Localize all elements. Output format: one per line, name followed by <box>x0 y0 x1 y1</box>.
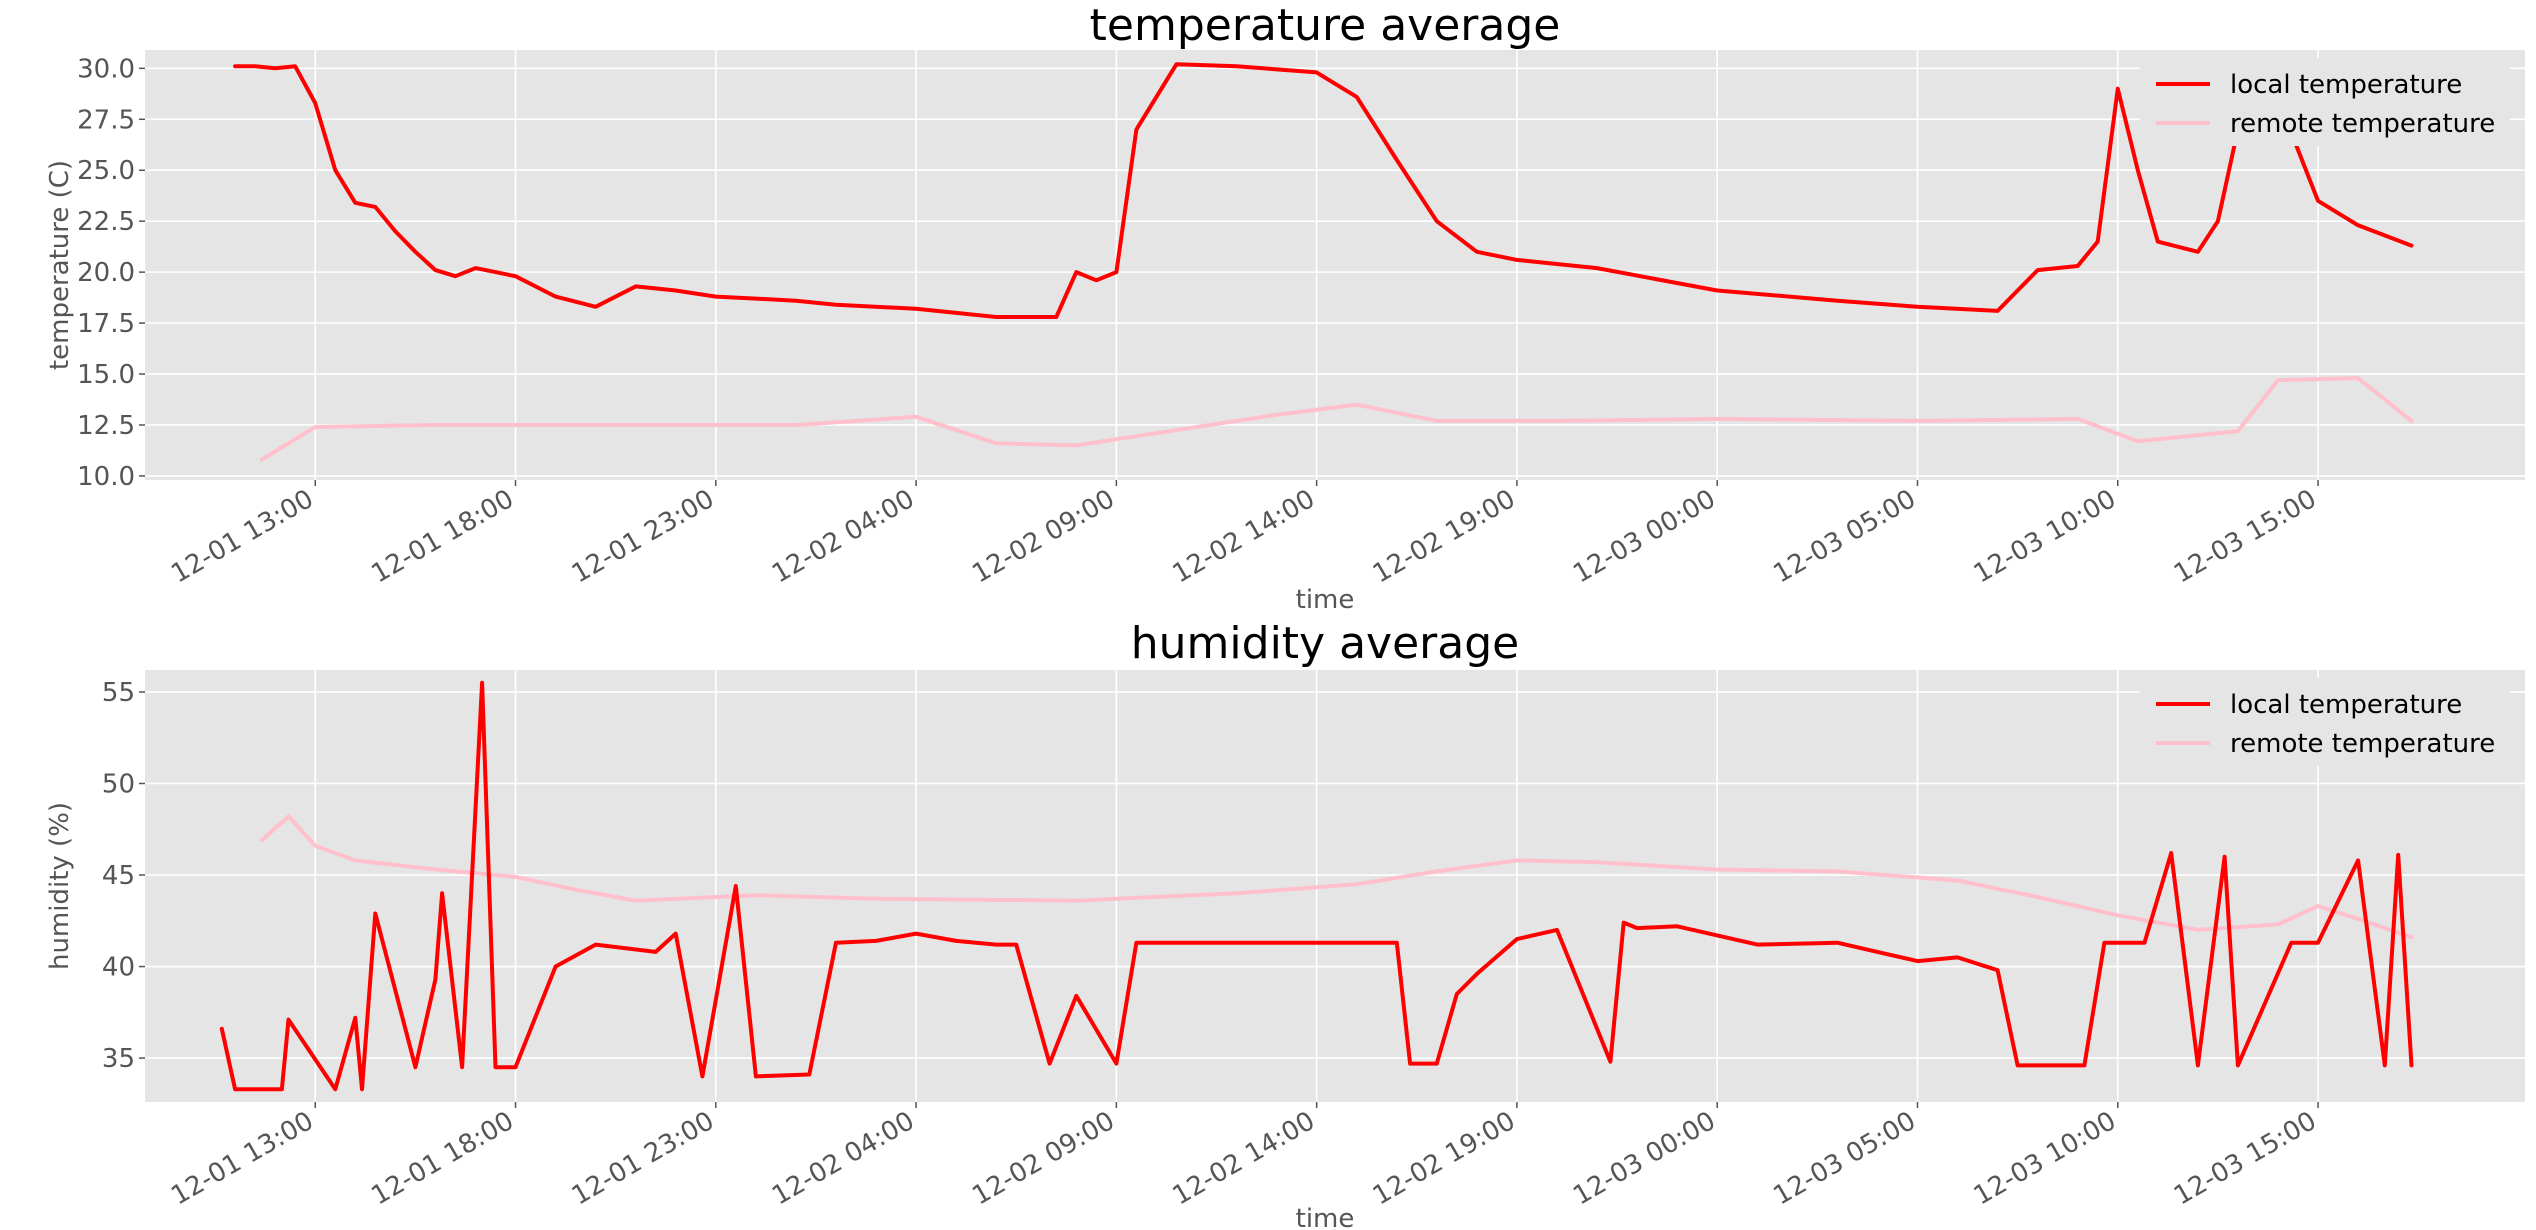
x-tick-label: 12-03 15:00 <box>2169 484 2321 589</box>
y-tick-label: 55 <box>102 678 135 708</box>
y-tick-label: 12.5 <box>77 411 135 441</box>
x-tick-label: 12-03 00:00 <box>1568 484 1720 589</box>
legend: local temperature remote temperature <box>2140 678 2510 766</box>
legend-label: remote temperature <box>2230 729 2495 759</box>
legend: local temperature remote temperature <box>2140 58 2510 146</box>
y-tick-label: 30.0 <box>77 54 135 84</box>
y-tick-label: 15.0 <box>77 360 135 390</box>
x-tick-label: 12-01 18:00 <box>367 1106 519 1211</box>
x-tick-label: 12-01 23:00 <box>567 484 719 589</box>
chart-humidity: 35 40 45 50 55 12-01 13:00 12-01 18:00 12-01 23… <box>45 618 2525 1230</box>
legend-box <box>2140 58 2510 146</box>
series-line-local-temperature <box>233 62 2414 319</box>
y-tick-label: 22.5 <box>77 207 135 237</box>
x-tick-label: 12-03 15:00 <box>2169 1106 2321 1211</box>
legend-label: local temperature <box>2230 70 2462 100</box>
x-tick-label: 12-02 14:00 <box>1168 484 1320 589</box>
x-tick-label: 12-01 13:00 <box>166 484 318 589</box>
x-tick-label: 12-02 09:00 <box>967 1106 1119 1211</box>
x-tick-label: 12-02 04:00 <box>767 1106 919 1211</box>
y-tick-label: 40 <box>102 953 135 983</box>
y-axis-label: humidity (%) <box>45 802 75 970</box>
x-tick-label: 12-01 13:00 <box>166 1106 318 1211</box>
y-tick-label: 17.5 <box>77 309 135 339</box>
x-tick-label: 12-03 05:00 <box>1769 484 1921 589</box>
y-tick-label: 50 <box>102 769 135 799</box>
series-line-local-temperature <box>219 680 2414 1092</box>
x-tick-label: 12-03 10:00 <box>1969 484 2121 589</box>
series-line-remote-temperature <box>259 814 2414 940</box>
y-tick-label: 20.0 <box>77 258 135 288</box>
y-tick-label: 25.0 <box>77 156 135 186</box>
legend-label: local temperature <box>2230 690 2462 720</box>
x-tick-label: 12-03 00:00 <box>1568 1106 1720 1211</box>
x-axis-label: time <box>1296 1204 1355 1230</box>
chart-temperature: 10.0 12.5 15.0 17.5 20.0 22.5 25.0 27.5 30.0 12-0… <box>45 0 2525 615</box>
x-tick-label: 12-01 23:00 <box>567 1106 719 1211</box>
y-axis-label: temperature (C) <box>45 160 75 370</box>
x-tick-label: 12-02 04:00 <box>767 484 919 589</box>
x-tick-label: 12-02 19:00 <box>1368 484 1520 589</box>
y-tick-label: 35 <box>102 1044 135 1074</box>
chart-title: humidity average <box>1131 618 1519 669</box>
legend-label: remote temperature <box>2230 109 2495 139</box>
y-tick-label: 27.5 <box>77 105 135 135</box>
x-axis-label: time <box>1296 585 1355 615</box>
x-tick-label: 12-01 18:00 <box>367 484 519 589</box>
chart-title: temperature average <box>1090 0 1561 51</box>
x-tick-label: 12-03 05:00 <box>1769 1106 1921 1211</box>
legend-box <box>2140 678 2510 766</box>
series-line-remote-temperature <box>259 376 2414 462</box>
y-tick-label: 10.0 <box>77 462 135 492</box>
x-tick-label: 12-02 14:00 <box>1168 1106 1320 1211</box>
x-tick-label: 12-03 10:00 <box>1969 1106 2121 1211</box>
x-tick-label: 12-02 19:00 <box>1368 1106 1520 1211</box>
x-tick-label: 12-02 09:00 <box>967 484 1119 589</box>
y-tick-label: 45 <box>102 861 135 891</box>
